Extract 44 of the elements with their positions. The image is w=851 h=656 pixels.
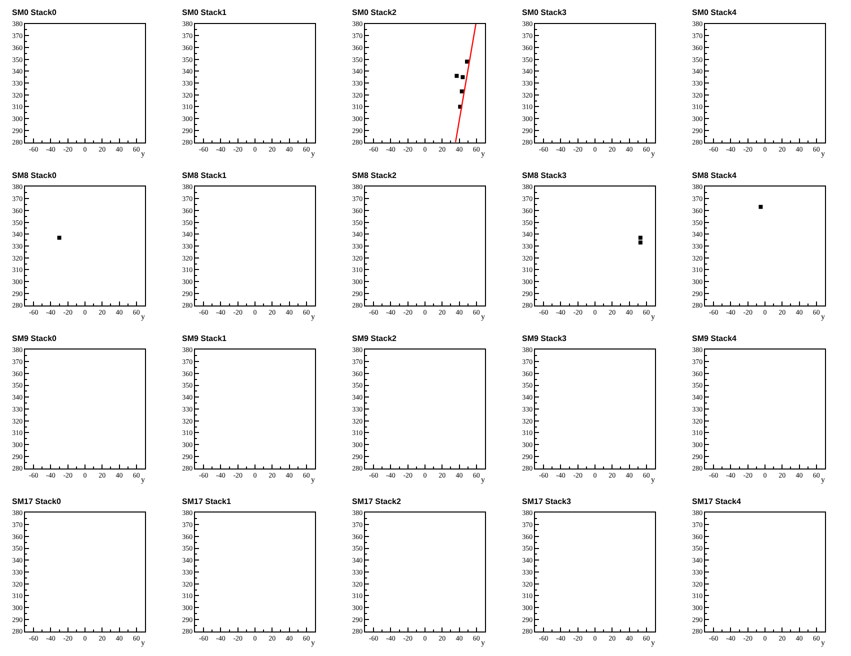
- x-axis-title: y: [651, 149, 655, 158]
- chart-title: SM17 Stack0: [12, 497, 62, 506]
- x-axis-title: y: [481, 475, 485, 484]
- chart-title: SM9 Stack4: [692, 334, 738, 343]
- x-axis-title: y: [141, 312, 145, 321]
- x-axis-title: y: [481, 312, 485, 321]
- chart-title: SM8 Stack4: [692, 171, 738, 180]
- chart-title: SM8 Stack3: [522, 171, 568, 180]
- chart-title: SM0 Stack1: [182, 8, 228, 17]
- x-axis-title: y: [481, 638, 485, 647]
- chart-title: SM9 Stack1: [182, 334, 228, 343]
- chart-title: SM0 Stack4: [692, 8, 738, 17]
- chart-title: SM9 Stack2: [352, 334, 398, 343]
- x-axis-title: y: [651, 638, 655, 647]
- chart-title: SM0 Stack3: [522, 8, 568, 17]
- chart-title: SM17 Stack2: [352, 497, 402, 506]
- x-axis-title: y: [311, 312, 315, 321]
- chart-title: SM17 Stack4: [692, 497, 742, 506]
- x-axis-title: y: [311, 475, 315, 484]
- point: [460, 89, 464, 94]
- x-axis-title: y: [141, 638, 145, 647]
- chart-title: SM8 Stack0: [12, 171, 58, 180]
- chart-title: SM0 Stack2: [352, 8, 398, 17]
- x-axis-title: y: [311, 149, 315, 158]
- chart-title: SM8 Stack2: [352, 171, 398, 180]
- point: [454, 74, 459, 78]
- chart-title: SM9 Stack3: [522, 334, 568, 343]
- chart-title: SM8 Stack1: [182, 171, 228, 180]
- chart-title: SM17 Stack3: [522, 497, 572, 506]
- x-axis-title: y: [821, 312, 825, 321]
- x-axis-title: y: [481, 149, 485, 158]
- point: [465, 60, 469, 64]
- x-axis-title: y: [311, 638, 315, 647]
- x-axis-title: y: [651, 475, 655, 484]
- x-axis-title: y: [821, 475, 825, 484]
- chart-title: SM17 Stack1: [182, 497, 232, 506]
- chart-title: SM9 Stack0: [12, 334, 58, 343]
- x-axis-title: y: [821, 638, 825, 647]
- x-axis-title: y: [821, 149, 825, 158]
- x-axis-title: y: [651, 312, 655, 321]
- point: [460, 75, 465, 80]
- x-axis-title: y: [141, 475, 145, 484]
- chart-title: SM0 Stack0: [12, 8, 58, 17]
- x-axis-title: y: [141, 149, 145, 158]
